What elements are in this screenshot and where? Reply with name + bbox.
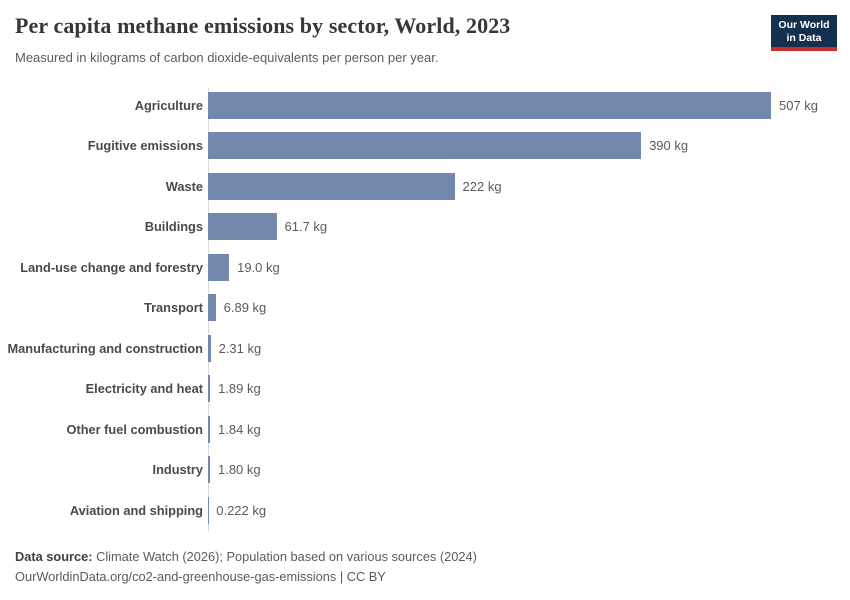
bar-track: 222 kg <box>208 172 850 200</box>
value-label: 2.31 kg <box>218 340 262 356</box>
bar <box>208 294 216 322</box>
bar <box>208 375 211 403</box>
bar <box>208 213 277 241</box>
category-label: Agriculture <box>134 97 203 113</box>
data-source-text: Climate Watch (2026); Population based o… <box>92 549 477 564</box>
bar-track: 2.31 kg <box>208 334 850 362</box>
bar-track: 1.80 kg <box>208 456 850 484</box>
chart-row: Other fuel combustion 1.84 kg <box>0 409 850 450</box>
value-label: 0.222 kg <box>216 502 267 518</box>
value-label: 6.89 kg <box>223 300 267 316</box>
bar-track: 19.0 kg <box>208 253 850 281</box>
chart-row: Agriculture 507 kg <box>0 85 850 126</box>
category-label: Transport <box>143 300 203 316</box>
bar <box>208 253 230 281</box>
bar <box>208 415 211 443</box>
chart-subtitle: Measured in kilograms of carbon dioxide-… <box>15 50 439 65</box>
category-label: Buildings <box>144 219 203 235</box>
bar-track: 1.89 kg <box>208 375 850 403</box>
chart-row: Industry 1.80 kg <box>0 450 850 491</box>
bar <box>208 172 455 200</box>
value-label: 507 kg <box>779 97 819 113</box>
bar <box>208 132 642 160</box>
value-label: 19.0 kg <box>237 259 280 275</box>
bar <box>208 91 771 119</box>
chart-row: Electricity and heat 1.89 kg <box>0 369 850 410</box>
chart-row: Transport 6.89 kg <box>0 288 850 329</box>
bar-track: 507 kg <box>208 91 850 119</box>
category-label: Other fuel combustion <box>66 421 203 437</box>
owid-logo-accent-bar <box>771 47 837 51</box>
category-label: Aviation and shipping <box>69 502 203 518</box>
chart-row: Buildings 61.7 kg <box>0 207 850 248</box>
page-title: Per capita methane emissions by sector, … <box>15 13 511 38</box>
bar-chart: Agriculture 507 kg Fugitive emissions 390 k… <box>0 85 850 531</box>
owid-logo-text: Our World in Data <box>771 15 837 47</box>
category-label: Fugitive emissions <box>87 138 203 154</box>
category-label: Waste <box>165 178 203 194</box>
chart-row: Manufacturing and construction 2.31 kg <box>0 328 850 369</box>
category-label: Industry <box>152 462 203 478</box>
bar-track: 0.222 kg <box>208 496 850 524</box>
owid-logo-line1: Our World <box>778 19 830 31</box>
bar-track: 61.7 kg <box>208 213 850 241</box>
license-line: OurWorldinData.org/co2-and-greenhouse-ga… <box>15 569 386 584</box>
bar-track: 6.89 kg <box>208 294 850 322</box>
value-label: 61.7 kg <box>284 219 328 235</box>
value-label: 1.84 kg <box>218 421 261 437</box>
data-source-line: Data source: Climate Watch (2026); Popul… <box>15 547 477 567</box>
category-label: Land-use change and forestry <box>20 259 203 275</box>
value-label: 390 kg <box>649 138 689 154</box>
chart-row: Fugitive emissions 390 kg <box>0 126 850 167</box>
category-label: Manufacturing and construction <box>7 340 203 356</box>
bar-track: 1.84 kg <box>208 415 850 443</box>
bar <box>208 334 211 362</box>
data-source-label: Data source: <box>15 549 93 564</box>
chart-row: Waste 222 kg <box>0 166 850 207</box>
category-label: Electricity and heat <box>85 381 203 397</box>
owid-logo: Our World in Data <box>771 15 837 51</box>
chart-footer: Data source: Climate Watch (2026); Popul… <box>15 547 477 587</box>
chart-row: Aviation and shipping 0.222 kg <box>0 490 850 531</box>
value-label: 1.80 kg <box>217 462 261 478</box>
value-label: 1.89 kg <box>218 381 261 397</box>
bar <box>208 456 210 484</box>
bar-track: 390 kg <box>208 132 850 160</box>
owid-logo-line2: in Data <box>786 31 822 44</box>
value-label: 222 kg <box>462 178 502 194</box>
chart-row: Land-use change and forestry 19.0 kg <box>0 247 850 288</box>
